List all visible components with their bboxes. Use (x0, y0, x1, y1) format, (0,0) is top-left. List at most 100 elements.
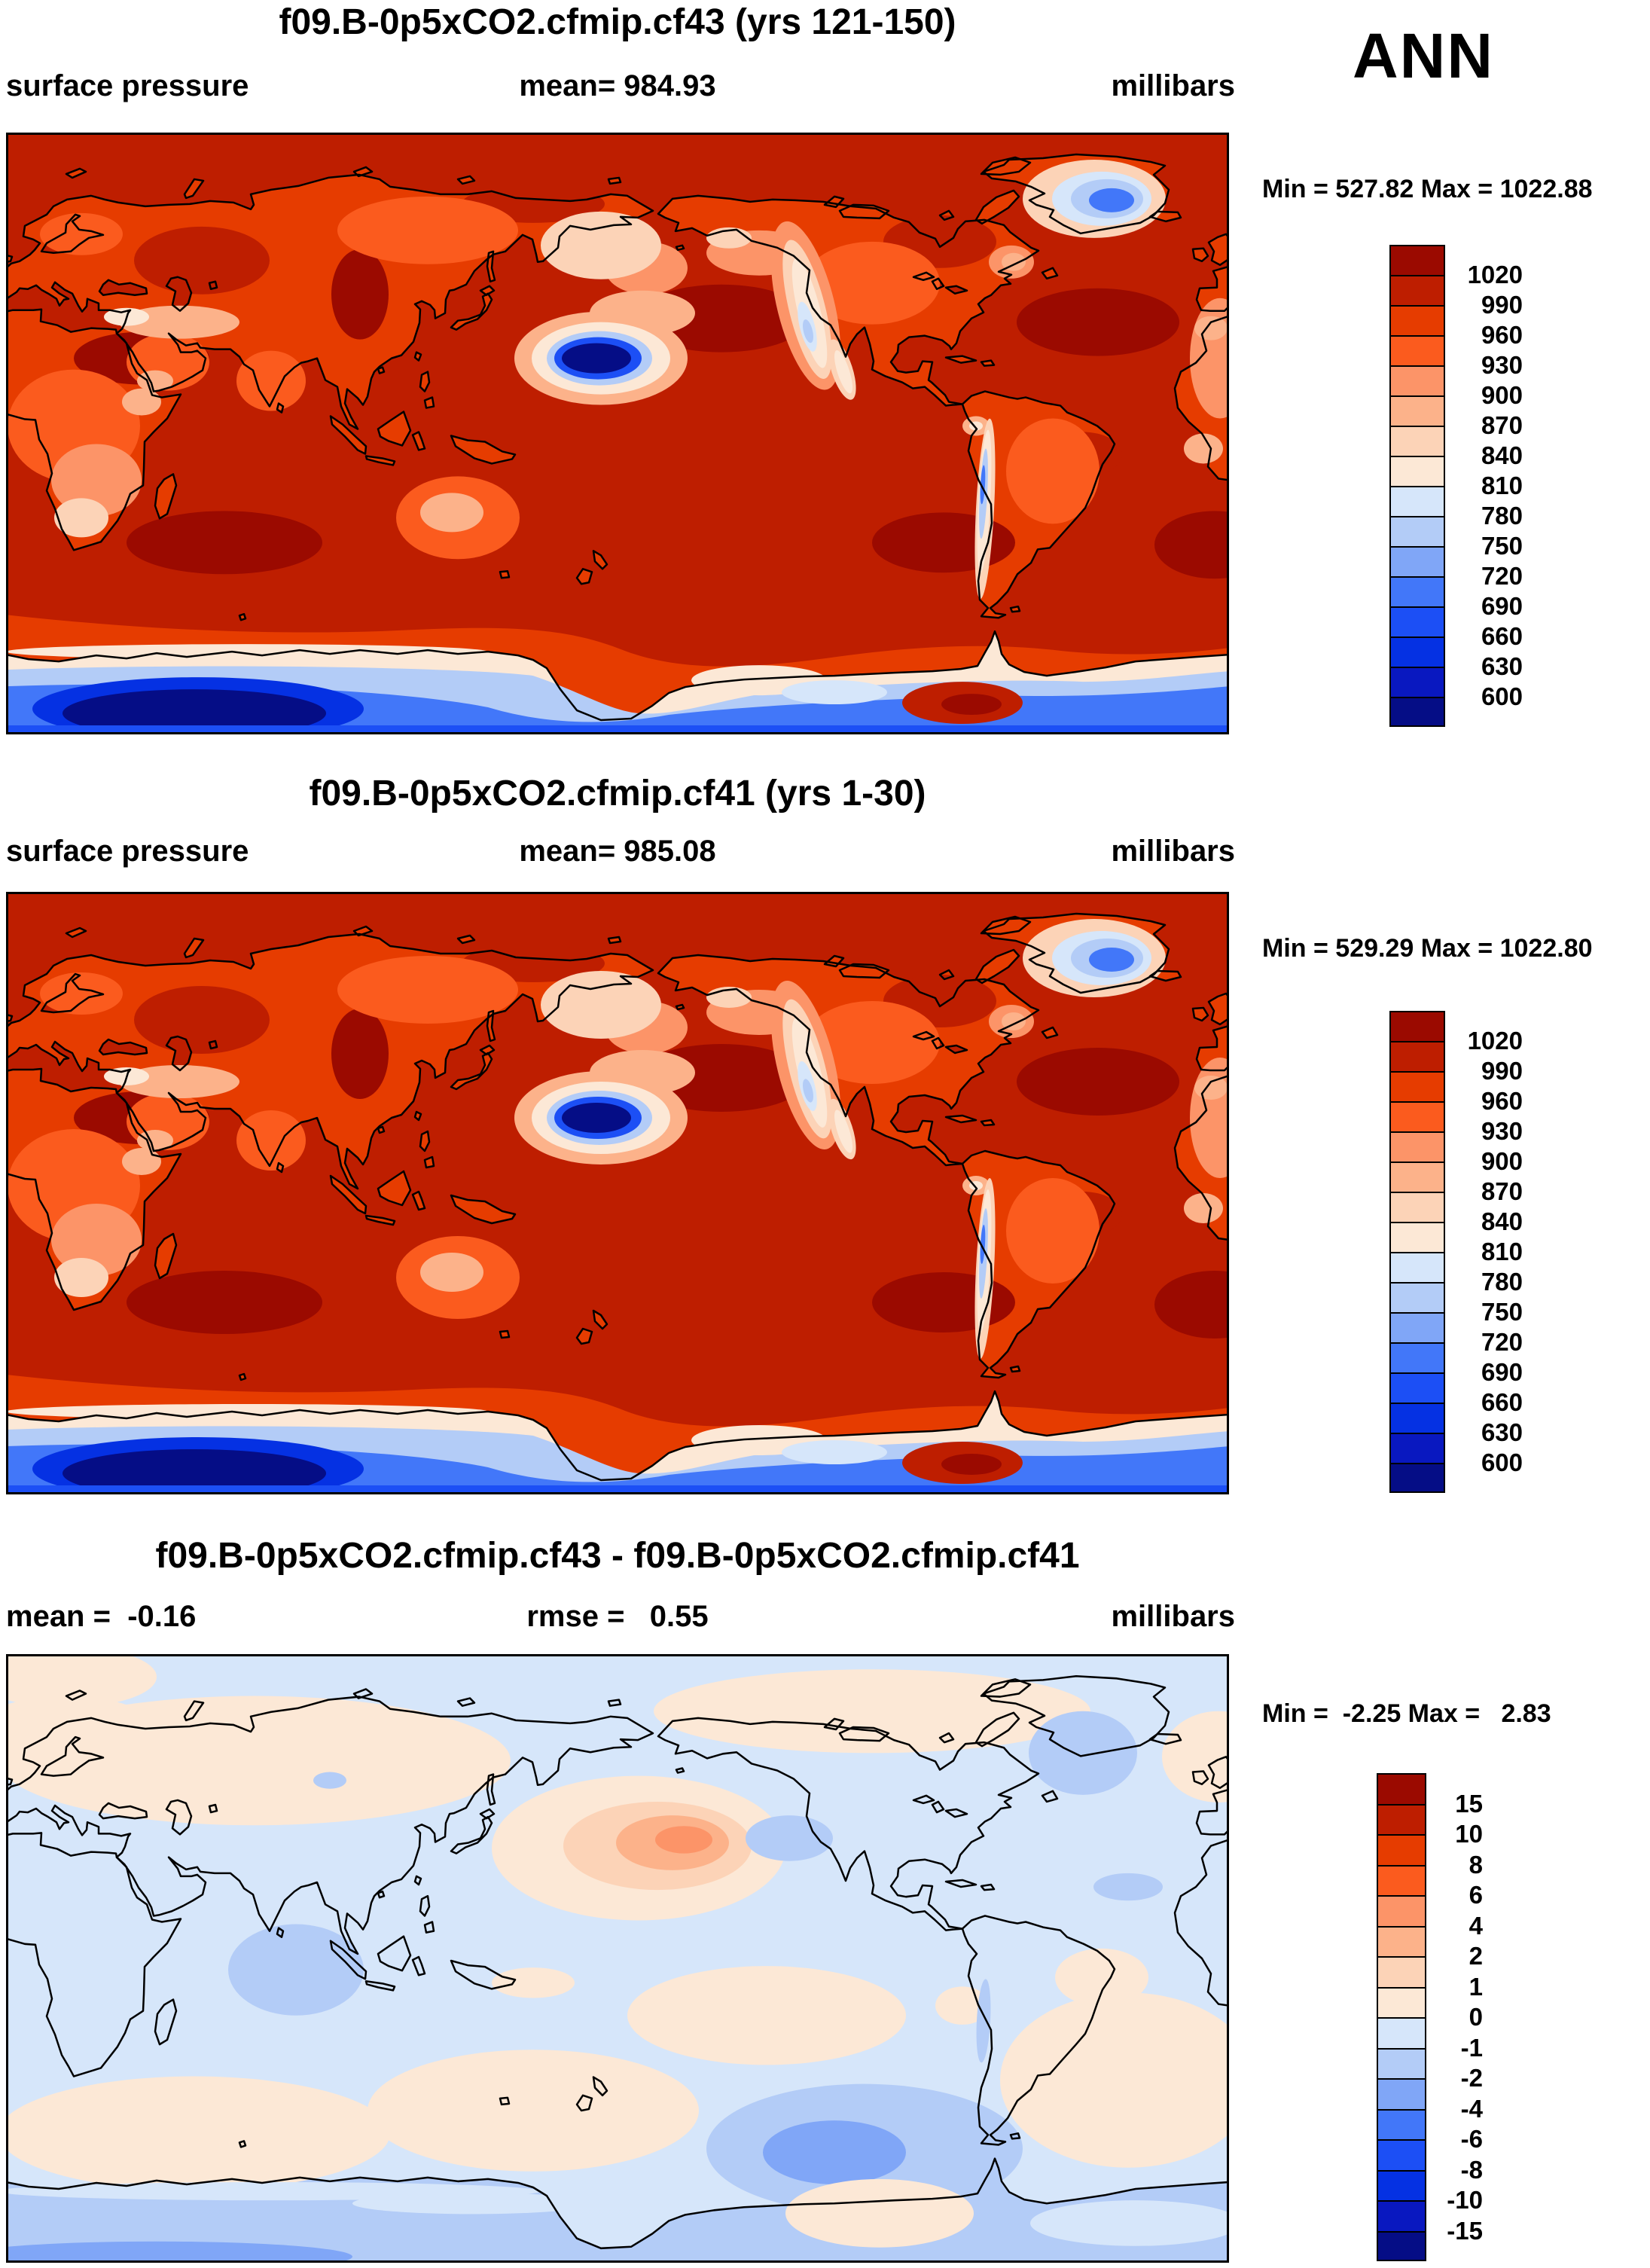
colorbar-segment (1377, 2108, 1426, 2141)
colorbar-segment (1389, 1161, 1445, 1193)
colorbar-tick-label: 900 (1481, 381, 1523, 409)
colorbar-tick-label: 870 (1481, 411, 1523, 439)
colorbar-segment (1389, 1071, 1445, 1103)
colorbar-segment (1377, 1956, 1426, 1989)
colorbar-segment (1377, 1925, 1426, 1958)
colorbar-tick-label: -6 (1460, 2125, 1483, 2153)
panel2-variable-label: surface pressure (6, 835, 249, 868)
colorbar-segment (1377, 2078, 1426, 2111)
colorbar-segment (1377, 2230, 1426, 2261)
colorbar-segment (1377, 1834, 1426, 1867)
panel1-colorbar (1389, 245, 1445, 727)
colorbar-tick-label: 2 (1469, 1942, 1483, 1970)
colorbar-segment (1389, 486, 1445, 517)
colorbar-tick-label: 810 (1481, 472, 1523, 499)
colorbar-tick-label: 840 (1481, 441, 1523, 469)
colorbar-segment (1389, 335, 1445, 367)
colorbar-tick-label: 630 (1481, 652, 1523, 680)
colorbar-segment (1389, 305, 1445, 337)
panel2-units-label: millibars (1111, 835, 1235, 868)
colorbar-tick-label: 15 (1455, 1789, 1483, 1818)
panel1-units-label: millibars (1111, 69, 1235, 102)
panel3-colorbar-ticks: 15 10 8 6 4 2 1 0 -1 -2 -4 -6 -8 -10 -15 (1435, 1773, 1483, 2261)
colorbar-segment (1389, 697, 1445, 727)
colorbar-tick-label: 810 (1481, 1238, 1523, 1265)
colorbar-segment (1389, 1282, 1445, 1314)
colorbar-tick-label: 0 (1469, 2003, 1483, 2031)
colorbar-segment (1389, 1372, 1445, 1404)
colorbar-tick-label: 6 (1469, 1881, 1483, 1909)
colorbar-tick-label: 780 (1481, 1268, 1523, 1296)
colorbar-tick-label: 630 (1481, 1418, 1523, 1446)
colorbar-tick-label: 780 (1481, 502, 1523, 530)
colorbar-segment (1377, 1864, 1426, 1897)
panel1-mean-label: mean= 984.93 (519, 69, 716, 102)
colorbar-tick-label: 660 (1481, 622, 1523, 650)
colorbar-segment (1389, 1041, 1445, 1073)
colorbar-tick-label: 840 (1481, 1207, 1523, 1235)
colorbar-segment (1389, 606, 1445, 638)
map-surface-pressure-difference (6, 1654, 1229, 2263)
panel2-mean-label: mean= 985.08 (519, 835, 716, 868)
colorbar-segment (1377, 2139, 1426, 2172)
colorbar-tick-label: 8 (1469, 1850, 1483, 1879)
map-surface-pressure-cf43 (6, 133, 1229, 734)
colorbar-tick-label: 1 (1469, 1972, 1483, 2001)
panel3-title: f09.B-0p5xCO2.cfmip.cf43 - f09.B-0p5xCO2… (155, 1536, 1080, 1576)
colorbar-segment (1389, 1433, 1445, 1464)
colorbar-segment (1389, 1403, 1445, 1434)
colorbar-tick-label: -10 (1447, 2186, 1483, 2214)
colorbar-tick-label: 750 (1481, 532, 1523, 560)
colorbar-segment (1389, 1131, 1445, 1163)
colorbar-tick-label: 4 (1469, 1911, 1483, 1940)
colorbar-segment (1389, 426, 1445, 457)
colorbar-segment (1389, 1252, 1445, 1284)
colorbar-segment (1377, 2200, 1426, 2233)
colorbar-segment (1389, 667, 1445, 698)
map-surface-pressure-cf41 (6, 892, 1229, 1494)
colorbar-tick-label: -1 (1460, 2033, 1483, 2062)
colorbar-tick-label: 660 (1481, 1388, 1523, 1416)
panel2-colorbar (1389, 1011, 1445, 1493)
colorbar-segment (1389, 516, 1445, 548)
colorbar-tick-label: -15 (1447, 2216, 1483, 2245)
panel2-colorbar-ticks: 1020 990 960 930 900 870 840 810 780 750 720 690 660… (1453, 1011, 1523, 1493)
colorbar-tick-label: 720 (1481, 562, 1523, 590)
panel2-minmax: Min = 529.29 Max = 1022.80 (1262, 934, 1593, 963)
colorbar-segment (1389, 395, 1445, 427)
colorbar-tick-label: 690 (1481, 592, 1523, 620)
colorbar-segment (1389, 1101, 1445, 1133)
colorbar-tick-label: 990 (1481, 291, 1523, 319)
colorbar-segment (1389, 1222, 1445, 1253)
map2-border (6, 892, 1229, 1494)
colorbar-segment (1389, 275, 1445, 307)
colorbar-segment (1389, 1192, 1445, 1223)
panel3-units-label: millibars (1111, 1600, 1235, 1633)
map3-border (6, 1654, 1229, 2263)
colorbar-tick-label: 10 (1455, 1820, 1483, 1848)
colorbar-tick-label: 750 (1481, 1298, 1523, 1326)
panel1-title: f09.B-0p5xCO2.cfmip.cf43 (yrs 121-150) (279, 2, 956, 42)
colorbar-tick-label: 900 (1481, 1147, 1523, 1175)
panel1-variable-label: surface pressure (6, 69, 249, 102)
colorbar-segment (1389, 1011, 1445, 1042)
colorbar-segment (1389, 1463, 1445, 1493)
colorbar-tick-label: -8 (1460, 2155, 1483, 2184)
colorbar-segment (1389, 576, 1445, 608)
colorbar-segment (1389, 1342, 1445, 1374)
colorbar-segment (1389, 636, 1445, 668)
colorbar-tick-label: 930 (1481, 1117, 1523, 1145)
colorbar-segment (1389, 456, 1445, 487)
colorbar-tick-label: -4 (1460, 2094, 1483, 2123)
colorbar-tick-label: 690 (1481, 1358, 1523, 1386)
panel3-colorbar (1377, 1773, 1426, 2261)
panel1-colorbar-ticks: 1020 990 960 930 900 870 840 810 780 750 720 690 660… (1453, 245, 1523, 727)
colorbar-tick-label: 930 (1481, 351, 1523, 379)
colorbar-segment (1377, 1986, 1426, 2019)
colorbar-tick-label: 990 (1481, 1057, 1523, 1085)
colorbar-segment (1389, 245, 1445, 276)
colorbar-tick-label: 960 (1481, 321, 1523, 349)
colorbar-tick-label: 720 (1481, 1328, 1523, 1356)
colorbar-tick-label: 1020 (1467, 1027, 1523, 1055)
